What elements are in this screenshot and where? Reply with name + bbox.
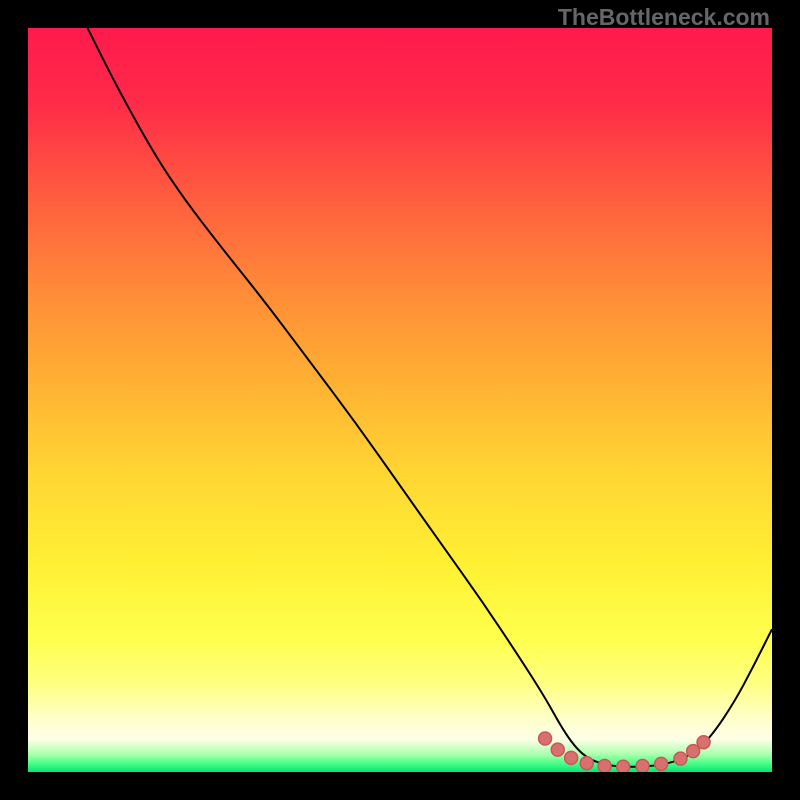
curve-markers bbox=[539, 732, 710, 772]
curve-marker bbox=[655, 757, 668, 770]
curve-marker bbox=[617, 760, 630, 772]
curve-marker bbox=[598, 760, 611, 772]
curve-marker bbox=[697, 736, 710, 749]
curve-marker bbox=[580, 757, 593, 770]
curve-marker bbox=[636, 760, 649, 772]
curve-marker bbox=[687, 745, 700, 758]
curve-marker bbox=[551, 743, 564, 756]
chart-container: TheBottleneck.com bbox=[0, 0, 800, 800]
curve-marker bbox=[674, 752, 687, 765]
chart-svg bbox=[28, 28, 772, 772]
plot-area bbox=[28, 28, 772, 772]
curve-marker bbox=[565, 751, 578, 764]
bottleneck-curve bbox=[88, 28, 772, 767]
curve-marker bbox=[539, 732, 552, 745]
watermark-text: TheBottleneck.com bbox=[558, 4, 770, 31]
